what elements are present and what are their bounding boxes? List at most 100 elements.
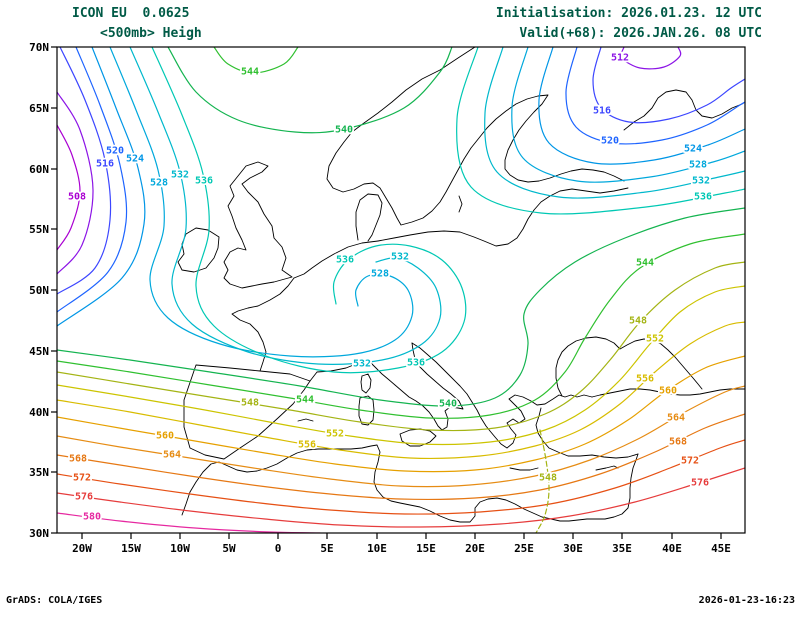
x-tick-label: 40E bbox=[662, 542, 682, 555]
contour-line-544 bbox=[213, 47, 299, 74]
coastline-gotland bbox=[458, 195, 463, 213]
contour-line-508 bbox=[57, 124, 81, 251]
y-tick-label: 30N bbox=[29, 527, 49, 540]
contour-line-544 bbox=[57, 233, 745, 419]
contour-label-532: 532 bbox=[353, 359, 371, 370]
grads-credit: GrADS: COLA/IGES bbox=[6, 595, 103, 606]
x-tick-label: 0 bbox=[275, 542, 282, 555]
contour-line-524 bbox=[57, 47, 146, 327]
contour-line-536 bbox=[456, 47, 745, 215]
contour-label-556: 556 bbox=[298, 440, 316, 451]
contour-label-540: 540 bbox=[439, 399, 457, 410]
contour-label-516: 516 bbox=[96, 159, 114, 170]
contour-line-524 bbox=[538, 47, 745, 165]
contours-layer bbox=[57, 47, 745, 533]
contour-line-516 bbox=[592, 47, 745, 124]
contour-label-544: 544 bbox=[636, 258, 654, 269]
y-tick-label: 60N bbox=[29, 163, 49, 176]
contour-label-532: 532 bbox=[171, 170, 189, 181]
x-tick-label: 45E bbox=[711, 542, 731, 555]
contour-label-552: 552 bbox=[326, 429, 344, 440]
contour-label-560: 560 bbox=[659, 386, 677, 397]
init-time-label: Initialisation: 2026.01.23. 12 UTC bbox=[495, 6, 762, 21]
coastline-france-west bbox=[231, 277, 295, 372]
contour-line-564 bbox=[57, 385, 745, 488]
contour-line-512 bbox=[57, 91, 94, 275]
contour-line-516 bbox=[57, 47, 112, 295]
x-tick-label: 20W bbox=[72, 542, 92, 555]
coastlines-layer bbox=[177, 47, 745, 523]
contour-label-548: 548 bbox=[241, 398, 259, 409]
coastline-turkey-south bbox=[535, 407, 639, 459]
contour-label-532: 532 bbox=[692, 176, 710, 187]
contour-line-520 bbox=[57, 47, 128, 313]
contour-label-524: 524 bbox=[684, 144, 702, 155]
x-tick-label: 5E bbox=[320, 542, 333, 555]
contour-label-532: 532 bbox=[391, 252, 409, 263]
y-tick-label: 40N bbox=[29, 406, 49, 419]
contour-label-572: 572 bbox=[681, 456, 699, 467]
contour-labels-layer: 5085165205245285285325325325365365365405… bbox=[66, 51, 714, 525]
coastline-corsica bbox=[360, 373, 372, 394]
contour-label-568: 568 bbox=[669, 437, 687, 448]
x-tick-label: 15W bbox=[121, 542, 141, 555]
y-tick-label: 45N bbox=[29, 345, 49, 358]
y-tick-label: 65N bbox=[29, 102, 49, 115]
coastline-turkey-north bbox=[591, 388, 745, 398]
contour-line-528 bbox=[109, 47, 414, 358]
map-frame bbox=[56, 46, 746, 534]
contour-label-556: 556 bbox=[636, 374, 654, 385]
coastline-scandinavia bbox=[326, 47, 625, 226]
coastline-balkans-greece bbox=[411, 342, 593, 449]
contour-label-564: 564 bbox=[163, 450, 181, 461]
contour-label-528: 528 bbox=[150, 178, 168, 189]
y-tick-label: 70N bbox=[29, 41, 49, 54]
contour-label-580: 580 bbox=[83, 512, 101, 523]
contour-label-576: 576 bbox=[691, 478, 709, 489]
contour-line-552 bbox=[57, 285, 745, 446]
contour-label-548: 548 bbox=[539, 473, 557, 484]
coastline-balearics bbox=[297, 418, 314, 422]
y-tick-label: 50N bbox=[29, 284, 49, 297]
contour-label-548: 548 bbox=[629, 316, 647, 327]
x-tick-label: 25E bbox=[514, 542, 534, 555]
field-title: <500mb> Heigh bbox=[100, 26, 202, 41]
y-tick-label: 55N bbox=[29, 223, 49, 236]
coastline-germany-lowlands bbox=[293, 240, 379, 279]
contour-label-512: 512 bbox=[611, 53, 629, 64]
coastline-britain bbox=[223, 161, 293, 289]
contour-line-536 bbox=[151, 47, 467, 374]
contour-label-536: 536 bbox=[694, 192, 712, 203]
contour-label-536: 536 bbox=[336, 255, 354, 266]
contour-label-568: 568 bbox=[69, 454, 87, 465]
contour-label-572: 572 bbox=[73, 473, 91, 484]
contour-label-508: 508 bbox=[68, 192, 86, 203]
coastline-arctic-coast bbox=[623, 89, 745, 131]
model-title: ICON EU 0.0625 bbox=[72, 6, 190, 21]
valid-time-label: Valid(+68): 2026.JAN.26. 08 UTC bbox=[519, 26, 762, 41]
contour-line-548 bbox=[57, 261, 745, 432]
contour-line-540 bbox=[57, 207, 745, 407]
contour-line-572 bbox=[57, 439, 745, 515]
x-tick-label: 30E bbox=[563, 542, 583, 555]
contour-label-528: 528 bbox=[689, 160, 707, 171]
coastline-italy bbox=[355, 342, 464, 431]
contour-label-564: 564 bbox=[667, 413, 685, 424]
contour-label-524: 524 bbox=[126, 154, 144, 165]
x-tick-label: 10E bbox=[367, 542, 387, 555]
contour-label-520: 520 bbox=[601, 136, 619, 147]
x-tick-label: 20E bbox=[465, 542, 485, 555]
contour-label-544: 544 bbox=[241, 67, 259, 78]
coastline-estonia-baltic bbox=[377, 187, 629, 247]
contour-label-528: 528 bbox=[371, 269, 389, 280]
coastline-black-sea bbox=[555, 336, 703, 397]
contour-line-548 bbox=[535, 429, 550, 533]
contour-label-536: 536 bbox=[195, 176, 213, 187]
contour-label-560: 560 bbox=[156, 431, 174, 442]
contour-line-532 bbox=[129, 47, 442, 365]
contour-label-576: 576 bbox=[75, 492, 93, 503]
contour-label-544: 544 bbox=[296, 395, 314, 406]
contour-line-540 bbox=[167, 47, 453, 134]
